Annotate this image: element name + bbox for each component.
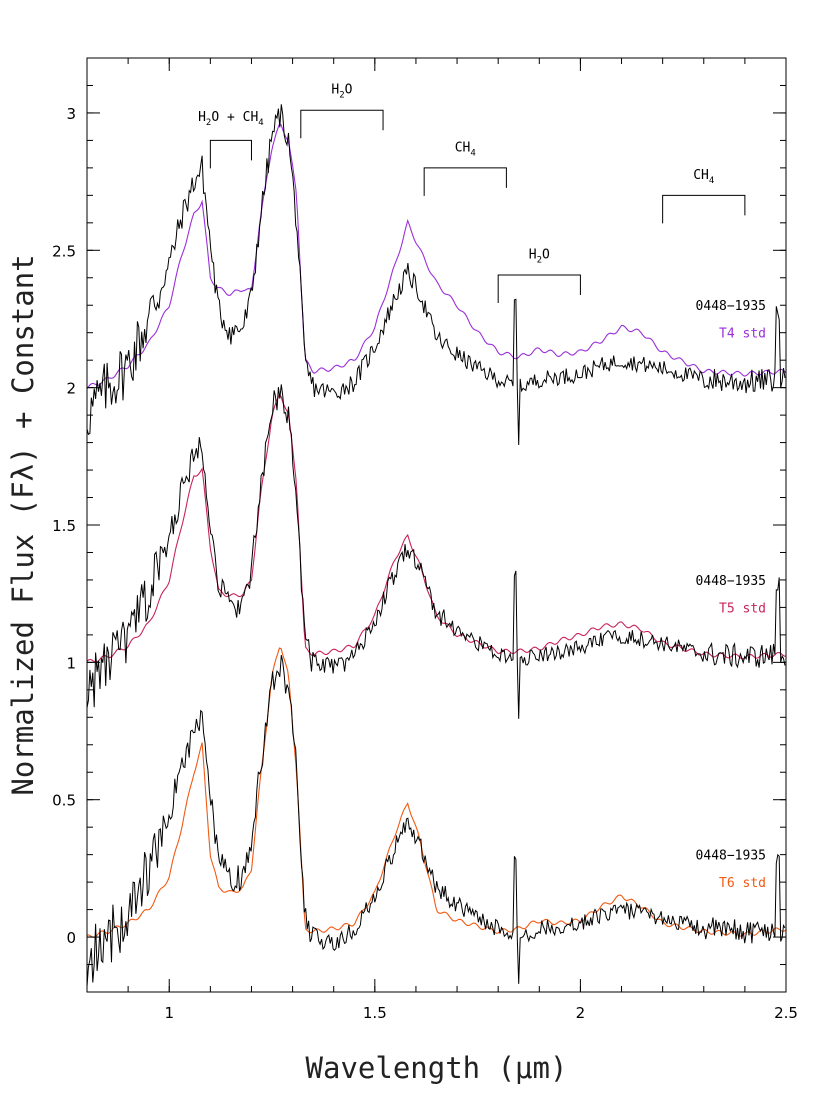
feature-bracket — [497, 274, 581, 304]
y-tick-label: 3 — [66, 105, 76, 123]
feature-annotations: H2O + CH4 H2O CH4 H2O CH4 — [198, 83, 746, 304]
observed-spectrum-line — [86, 384, 786, 719]
x-tick-label: 2.5 — [774, 1004, 798, 1022]
standard-series-label: T6 std — [719, 876, 766, 891]
observed-spectrum-line — [86, 104, 786, 446]
x-tick-label: 2 — [576, 1004, 586, 1022]
standard-series-label: T4 std — [719, 327, 766, 342]
standard-spectrum-line — [86, 123, 787, 390]
x-axis-title: Wavelength (μm) — [306, 1051, 568, 1085]
observed-series-label: 0448−1935 — [696, 849, 766, 864]
plot-area — [86, 104, 787, 987]
feature-bracket — [209, 139, 252, 169]
observed-series-label: 0448−1935 — [696, 574, 766, 589]
y-tick-label: 2 — [66, 380, 76, 398]
y-tick-label: 0.5 — [52, 792, 76, 810]
plot-frame — [86, 57, 787, 993]
observed-series-label: 0448−1935 — [696, 299, 766, 314]
y-tick-label: 1 — [66, 654, 76, 672]
y-tick-label: 2.5 — [52, 242, 76, 260]
feature-bracket — [662, 194, 746, 224]
observed-spectrum-line — [86, 654, 786, 987]
standard-series-label: T5 std — [719, 601, 766, 616]
y-tick-label: 1.5 — [52, 517, 76, 535]
feature-label: H2O — [331, 83, 352, 101]
series-labels: 0448−1935 T4 std 0448−1935 T5 std 0448−1935 T… — [696, 299, 766, 891]
x-tick-label: 1.5 — [363, 1004, 387, 1022]
feature-bracket — [423, 167, 507, 196]
standard-spectrum-line — [86, 394, 787, 663]
y-tick-label: 0 — [66, 929, 76, 947]
x-tick-label: 1 — [164, 1004, 174, 1022]
axis-ticks: 1 1.5 2 2.5 0 0.5 1 1.5 2 2.5 3 — [52, 57, 798, 1022]
feature-bracket — [300, 109, 384, 139]
standard-spectrum-line — [87, 647, 787, 938]
y-axis-title: Normalized Flux (Fλ) + Constant — [6, 254, 40, 795]
feature-label: H2O — [529, 248, 550, 266]
feature-label: H2O + CH4 — [198, 110, 264, 128]
feature-label: CH4 — [455, 140, 476, 158]
feature-label: CH4 — [693, 168, 714, 186]
